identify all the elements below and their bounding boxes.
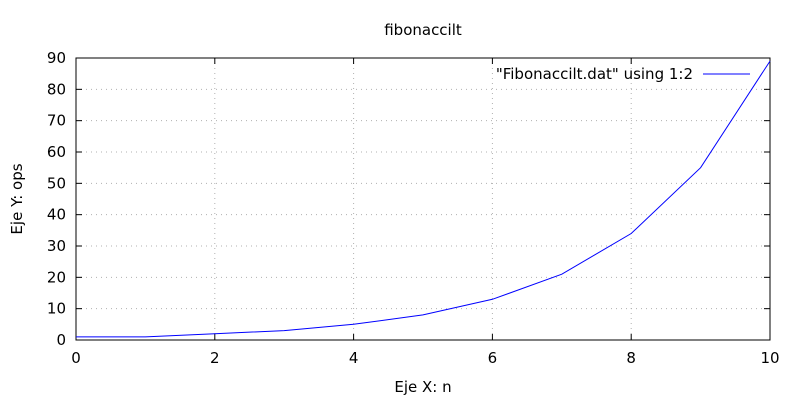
y-tick-label: 90 bbox=[47, 49, 66, 67]
y-tick-label: 70 bbox=[47, 112, 66, 130]
y-tick-label: 60 bbox=[47, 143, 66, 161]
x-tick-label: 0 bbox=[71, 349, 81, 367]
y-tick-label: 30 bbox=[47, 237, 66, 255]
x-tick-label: 10 bbox=[760, 349, 779, 367]
tick-labels: 0 10 20 30 40 50 60 70 80 90 0 2 4 6 8 10 bbox=[47, 49, 780, 367]
x-tick-label: 2 bbox=[210, 349, 220, 367]
x-tick-label: 4 bbox=[349, 349, 359, 367]
x-axis-label: Eje X: n bbox=[394, 378, 451, 396]
y-tick-label: 0 bbox=[56, 331, 66, 349]
y-tick-label: 20 bbox=[47, 268, 66, 286]
legend: "Fibonaccilt.dat" using 1:2 bbox=[496, 65, 750, 83]
x-tick-label: 6 bbox=[488, 349, 498, 367]
plot-frame bbox=[75, 57, 771, 341]
y-axis-label: Eje Y: ops bbox=[8, 163, 26, 234]
y-tick-label: 40 bbox=[47, 206, 66, 224]
y-tick-label: 10 bbox=[47, 300, 66, 318]
chart-title: fibonaccilt bbox=[384, 21, 462, 39]
series-line bbox=[76, 60, 771, 338]
series bbox=[76, 60, 771, 338]
legend-label: "Fibonaccilt.dat" using 1:2 bbox=[496, 65, 693, 83]
y-tick-label: 50 bbox=[47, 174, 66, 192]
axis-ticks bbox=[75, 57, 771, 341]
grid bbox=[76, 58, 770, 340]
x-tick-label: 8 bbox=[626, 349, 636, 367]
y-tick-label: 80 bbox=[47, 80, 66, 98]
